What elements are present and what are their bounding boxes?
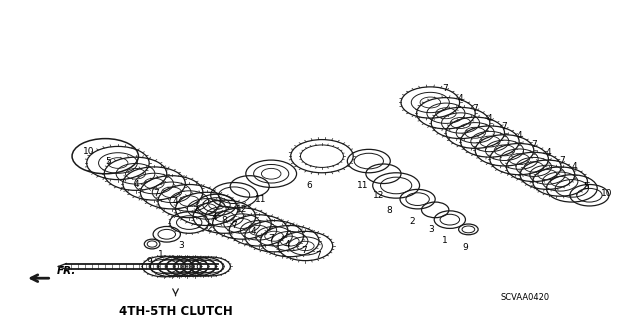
- Text: 4: 4: [134, 180, 140, 189]
- Text: 7: 7: [531, 140, 536, 149]
- Text: 2: 2: [206, 224, 212, 233]
- Text: 4: 4: [285, 240, 291, 249]
- Text: 4: 4: [251, 227, 257, 236]
- Text: 11: 11: [356, 181, 368, 189]
- Text: 3: 3: [179, 241, 184, 250]
- Text: 11: 11: [255, 195, 267, 204]
- Text: 4: 4: [212, 213, 218, 222]
- Text: 3: 3: [428, 226, 434, 234]
- Text: 8: 8: [386, 206, 392, 215]
- Text: 8: 8: [222, 216, 228, 225]
- Text: 2: 2: [410, 217, 415, 226]
- Text: 7: 7: [559, 156, 565, 165]
- Text: 4: 4: [516, 131, 522, 140]
- Text: 7: 7: [502, 122, 508, 131]
- Text: SCVAA0420: SCVAA0420: [500, 293, 550, 302]
- Text: 5: 5: [106, 157, 111, 166]
- Text: 4TH-5TH CLUTCH: 4TH-5TH CLUTCH: [118, 305, 232, 317]
- Text: 7: 7: [268, 234, 274, 243]
- Text: 7: 7: [442, 84, 448, 93]
- Text: 7: 7: [301, 246, 307, 255]
- Text: 5: 5: [584, 182, 589, 191]
- Text: 4: 4: [487, 114, 493, 122]
- Text: 9: 9: [146, 257, 152, 266]
- Text: 12: 12: [372, 191, 384, 200]
- Text: FR.: FR.: [56, 266, 76, 276]
- Text: 10: 10: [601, 189, 612, 198]
- Text: 6: 6: [307, 181, 312, 189]
- Text: 7: 7: [153, 189, 159, 198]
- Text: 4: 4: [173, 197, 179, 206]
- Text: 7: 7: [472, 104, 478, 113]
- Text: 7: 7: [315, 251, 321, 260]
- Text: 7: 7: [192, 206, 198, 215]
- Text: 4: 4: [458, 94, 463, 103]
- Text: 1: 1: [159, 250, 164, 259]
- Text: 12: 12: [236, 205, 248, 214]
- Text: 1: 1: [442, 236, 448, 245]
- Text: 7: 7: [231, 221, 237, 230]
- Text: 4: 4: [545, 148, 551, 157]
- Text: 10: 10: [83, 147, 95, 156]
- Text: 9: 9: [463, 242, 468, 252]
- Text: 4: 4: [572, 162, 577, 171]
